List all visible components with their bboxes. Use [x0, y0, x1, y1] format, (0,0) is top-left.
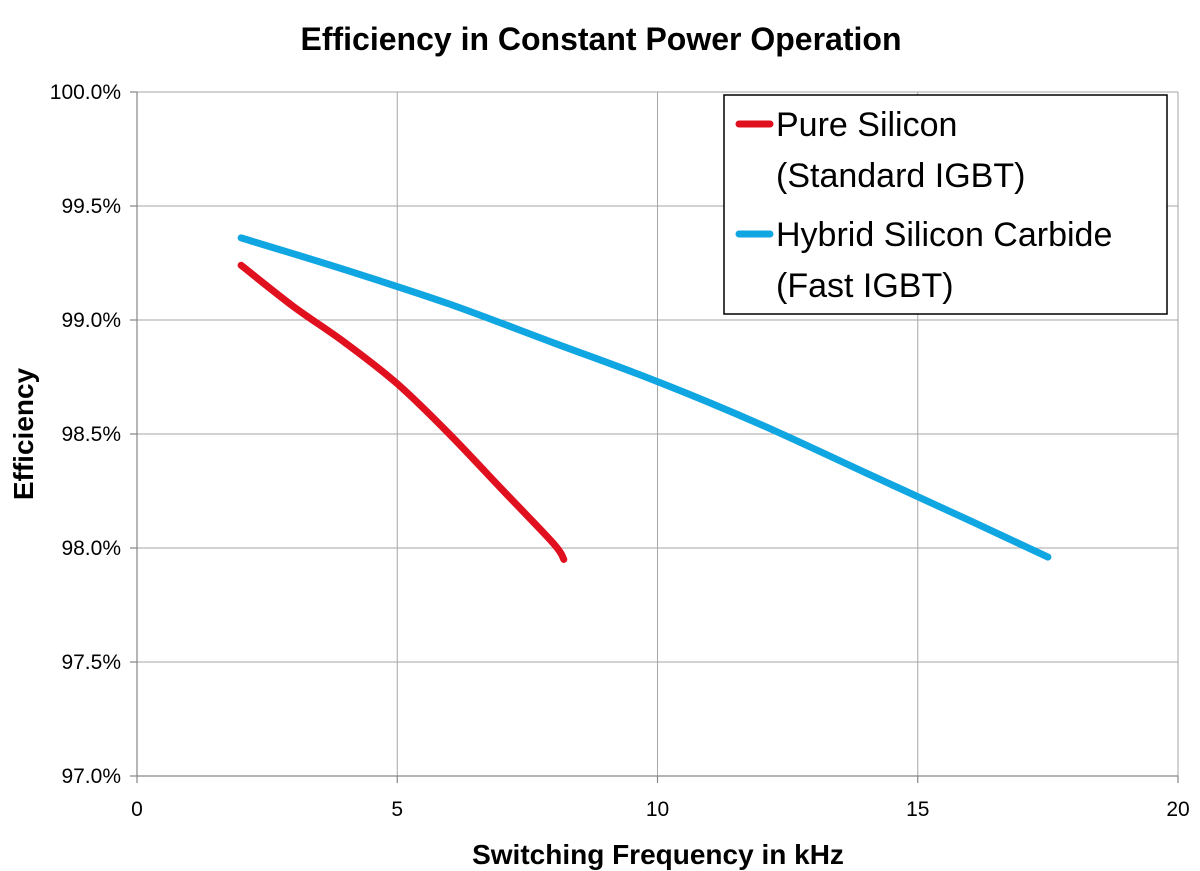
axes [130, 91, 1179, 783]
y-tick-labels: 97.0% 97.5% 98.0% 98.5% 99.0% 99.5% 100.0% [50, 81, 121, 788]
legend-label: (Fast IGBT) [776, 267, 954, 305]
x-axis-title: Switching Frequency in kHz [472, 839, 844, 870]
series-line-hybrid-silicon-carbide [237, 234, 1052, 561]
x-tick-label: 15 [906, 798, 929, 821]
legend-label: (Standard IGBT) [776, 157, 1025, 195]
legend-label: Hybrid Silicon Carbide [776, 216, 1112, 254]
legend-box [723, 94, 1168, 315]
y-axis-title: Efficiency [8, 367, 39, 500]
y-tick-label: 97.0% [61, 765, 121, 788]
series-lines [237, 234, 1052, 563]
legend-label: Pure Silicon [776, 106, 957, 144]
x-tick-label: 10 [646, 798, 669, 821]
y-tick-label: 99.5% [61, 195, 121, 218]
x-tick-label: 20 [1166, 798, 1189, 821]
x-tick-labels: 0 5 10 15 20 [131, 798, 1190, 821]
series-line-pure-silicon [237, 261, 568, 563]
y-tick-label: 98.5% [61, 423, 121, 446]
chart-title: Efficiency in Constant Power Operation [301, 21, 902, 57]
y-tick-label: 97.5% [61, 651, 121, 674]
y-tick-label: 98.0% [61, 537, 121, 560]
grid-lines [137, 91, 1179, 777]
legend: Pure Silicon (Standard IGBT) Hybrid Silico… [723, 94, 1168, 315]
y-tick-label: 99.0% [61, 309, 121, 332]
x-tick-label: 0 [131, 798, 143, 821]
y-tick-label: 100.0% [50, 81, 121, 104]
x-tick-label: 5 [391, 798, 403, 821]
